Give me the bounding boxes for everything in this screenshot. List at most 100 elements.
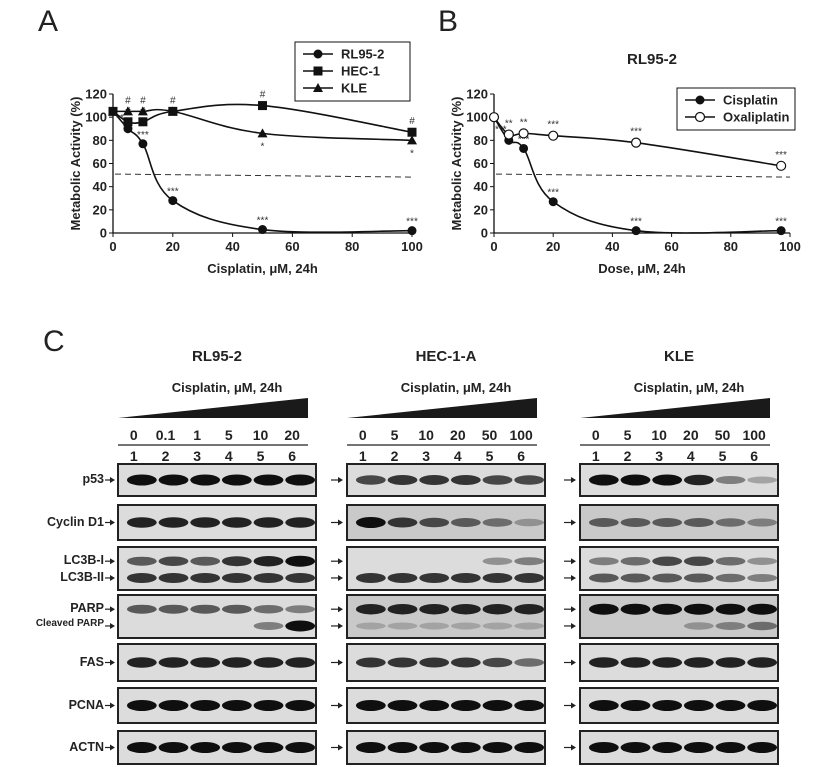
blot-band [221,657,252,668]
blot-band [450,572,481,583]
data-point-kle [137,106,148,116]
lane-number: 5 [719,448,727,464]
blot-band [683,657,714,668]
dose-wedge [347,398,537,418]
lane-number: 3 [655,448,663,464]
significance-mark: *** [547,188,559,199]
legend-marker [694,111,706,123]
blot-band [253,621,284,630]
x-tick-label: 40 [225,239,239,254]
x-tick-label: 0 [490,239,497,254]
row-label: ACTN [69,739,104,754]
band-arrow-head [110,744,115,751]
blot-band [620,742,651,753]
lane-number: 2 [624,448,632,464]
blot-band [253,555,284,567]
legend-label: KLE [341,81,367,96]
blot-band [588,557,619,566]
blot-band [747,518,778,527]
blot-band [355,603,386,615]
panel-label-c: C [43,325,65,358]
blot-band [253,517,284,528]
blot-band [253,572,284,583]
significance-mark: # [140,95,146,106]
blot-strip [117,594,317,639]
dose-label: 20 [284,427,300,443]
dose-label: 5 [391,427,399,443]
x-tick-label: 40 [605,239,619,254]
blot-band [482,742,513,753]
band-arrow-head [110,606,115,613]
data-point-rl95-2 [123,124,133,134]
blot-band [419,622,450,630]
blot-band [419,603,450,615]
blot-band [620,657,651,668]
blot-band [450,700,481,711]
blot-strip [579,594,779,639]
blot-band [514,572,545,583]
band-arrow-head [110,659,115,666]
blot-band [652,700,683,711]
legend-label: Cisplatin [723,93,778,108]
band-arrow-head [338,606,343,613]
blot-band [482,700,513,711]
blot-band [683,700,714,711]
legend-marker [313,49,323,59]
blot-band [190,742,221,753]
lane-number: 6 [750,448,758,464]
blot-band [514,557,545,566]
blot-band [158,742,189,753]
blot-band [683,603,714,615]
blot-band [747,742,778,753]
significance-mark: * [410,148,414,159]
blot-band [620,603,651,615]
blot-band [620,474,651,486]
blot-band [355,572,386,583]
blot-band [683,573,714,583]
lane-number: 5 [257,448,265,464]
blot-band [747,621,778,631]
data-point-oxaliplatin [518,128,529,139]
y-tick-label: 40 [93,179,107,194]
blot-band [747,476,778,484]
y-tick-label: 80 [474,133,488,148]
x-tick-label: 20 [166,239,180,254]
band-arrow-head [571,659,576,666]
blot-band [419,657,450,668]
blot-band [126,604,157,614]
x-axis-label: Dose, μM, 24h [598,261,685,276]
x-tick-label: 60 [285,239,299,254]
row-label: Cyclin D1 [47,514,104,529]
band-arrow-head [571,558,576,565]
y-tick-label: 80 [93,133,107,148]
blot-band [285,657,316,668]
band-arrow-head [338,744,343,751]
band-arrow-head [571,477,576,483]
lane-number: 4 [454,448,462,464]
blot-band [355,657,386,668]
row-label: PARP [70,601,104,616]
blot-band [355,517,386,528]
row-label: Cleaved PARP [35,617,104,629]
band-arrow-head [571,702,576,709]
y-tick-label: 0 [481,226,488,241]
significance-mark: # [260,90,266,101]
blot-band [158,474,189,486]
lane-number: 5 [486,448,494,464]
significance-mark: ** [116,113,124,124]
lane-number: 1 [359,448,367,464]
y-tick-label: 100 [466,110,488,125]
blot-band [747,603,778,615]
blot-band [419,517,450,528]
band-arrow-head [110,702,115,709]
lane-number: 1 [592,448,600,464]
significance-mark: *** [406,217,418,228]
y-tick-label: 0 [100,226,107,241]
legend-marker [313,66,323,76]
blot-title: RL95-2 [191,348,243,365]
chart-b: 0 20 40 60 80 100 0 20 40 60 80 100 120 Dose, μM, 24h… [449,51,801,276]
significance-mark: *** [495,124,507,135]
dose-wedge [118,398,308,418]
data-point-kle [407,135,417,145]
